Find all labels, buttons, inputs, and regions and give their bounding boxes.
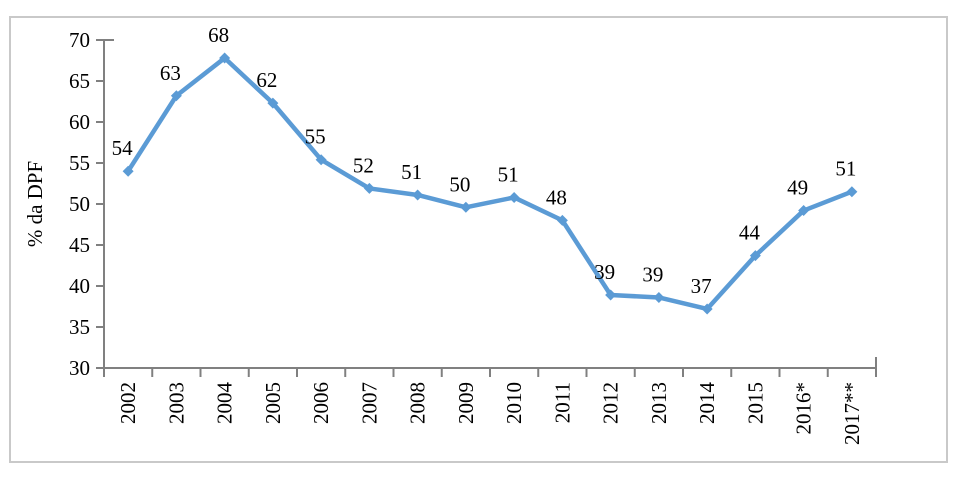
y-tick-label: 70 bbox=[69, 28, 90, 52]
x-category-label: 2009 bbox=[454, 382, 478, 424]
data-point-marker bbox=[798, 205, 810, 217]
y-tick-label: 60 bbox=[69, 110, 90, 134]
chart-frame bbox=[9, 16, 948, 463]
x-category-label: 2013 bbox=[647, 382, 671, 424]
x-category-label: 2008 bbox=[406, 382, 430, 424]
x-category-label: 2016* bbox=[792, 382, 816, 435]
data-point-label: 50 bbox=[449, 172, 470, 196]
y-tick-label: 45 bbox=[69, 233, 90, 257]
data-point-label: 39 bbox=[594, 260, 615, 284]
y-tick-label: 65 bbox=[69, 69, 90, 93]
data-point-label: 39 bbox=[642, 262, 663, 286]
data-point-marker bbox=[460, 201, 472, 213]
x-category-label: 2006 bbox=[309, 382, 333, 424]
data-point-label: 54 bbox=[112, 136, 134, 160]
data-point-marker bbox=[170, 90, 182, 102]
y-tick-label: 55 bbox=[69, 151, 90, 175]
y-axis-title: % da DPF bbox=[23, 161, 47, 247]
y-tick-label: 40 bbox=[69, 274, 90, 298]
data-point-label: 51 bbox=[401, 160, 422, 184]
y-tick-label: 30 bbox=[69, 356, 90, 380]
data-point-marker bbox=[412, 189, 424, 201]
data-point-marker bbox=[219, 52, 231, 64]
data-point-marker bbox=[749, 250, 761, 262]
data-point-marker bbox=[653, 291, 665, 303]
chart-render-root: 30 35 40 45 50 55 60 65 70 2002 2003 2004 2005 2006 20… bbox=[9, 16, 948, 463]
data-point-label: 44 bbox=[739, 221, 761, 245]
data-point-marker bbox=[267, 97, 279, 109]
data-point-marker bbox=[701, 303, 713, 315]
data-point-label: 63 bbox=[160, 61, 181, 85]
y-tick-label: 35 bbox=[69, 315, 90, 339]
x-category-label: 2002 bbox=[116, 382, 140, 424]
y-tick-label: 50 bbox=[69, 192, 90, 216]
data-point-label: 51 bbox=[835, 157, 856, 181]
x-category-label: 2014 bbox=[695, 382, 719, 425]
x-category-label: 2012 bbox=[599, 382, 623, 424]
x-category-label: 2003 bbox=[164, 382, 188, 424]
data-point-label: 62 bbox=[256, 68, 277, 92]
data-point-label: 48 bbox=[546, 185, 567, 209]
data-point-label: 55 bbox=[305, 125, 326, 149]
series-line bbox=[125, 55, 855, 312]
x-category-label: 2015 bbox=[743, 382, 767, 424]
data-point-marker bbox=[122, 165, 134, 177]
data-point-label: 49 bbox=[787, 176, 808, 200]
data-point-marker bbox=[556, 214, 568, 226]
data-point-marker bbox=[605, 289, 617, 301]
data-point-marker bbox=[315, 154, 327, 166]
data-point-marker bbox=[508, 191, 520, 203]
x-category-label: 2005 bbox=[261, 382, 285, 424]
data-point-label: 52 bbox=[353, 153, 374, 177]
data-point-label: 37 bbox=[691, 274, 712, 298]
x-category-label: 2004 bbox=[213, 382, 237, 425]
x-category-label: 2010 bbox=[502, 382, 526, 424]
data-point-marker bbox=[846, 186, 858, 198]
x-category-label: 2011 bbox=[550, 382, 574, 423]
x-category-label: 2017** bbox=[840, 382, 864, 445]
x-category-label: 2007 bbox=[357, 382, 381, 424]
data-point-label: 68 bbox=[208, 23, 229, 47]
data-point-label: 51 bbox=[498, 162, 519, 186]
data-point-marker bbox=[363, 182, 375, 194]
